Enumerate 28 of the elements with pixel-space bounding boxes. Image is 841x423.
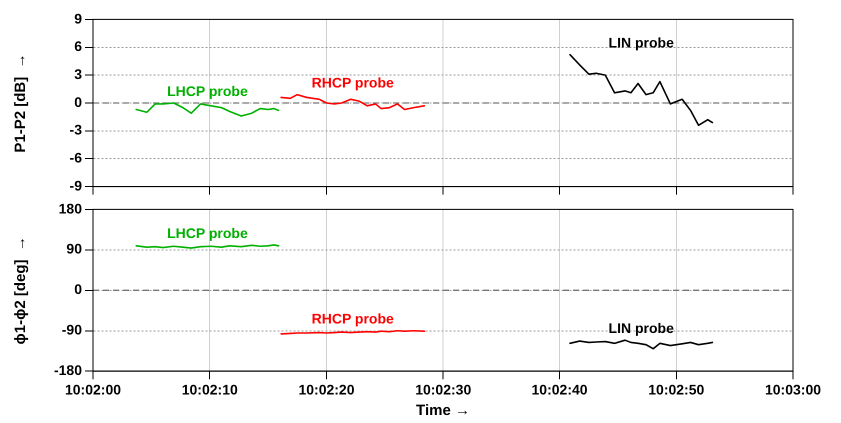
y-axis-title: ϕ1-ϕ2 [deg] → xyxy=(12,236,30,344)
y-tick-label: 6 xyxy=(74,38,82,54)
y-axis-title: P1-P2 [dB] → xyxy=(12,53,30,153)
series-label: LIN probe xyxy=(608,320,674,336)
y-tick-label: 180 xyxy=(58,200,82,216)
x-tick-label: 10:03:00 xyxy=(764,381,822,398)
y-tick-label: 0 xyxy=(74,281,82,298)
y-tick-label: 3 xyxy=(74,66,82,82)
x-tick-label: 10:02:10 xyxy=(182,381,238,398)
y-tick-label: -90 xyxy=(62,322,82,338)
y-tick-label: -180 xyxy=(54,362,82,378)
y-tick-label: 0 xyxy=(74,94,82,110)
x-tick-label: 10:02:30 xyxy=(415,381,472,398)
series-label: LIN probe xyxy=(608,34,674,51)
y-tick-label: 9 xyxy=(74,10,82,26)
x-axis-title: Time → xyxy=(416,402,470,420)
series-label: RHCP probe xyxy=(312,74,394,90)
series-label: LHCP probe xyxy=(167,224,248,241)
x-tick-label: 10:02:50 xyxy=(648,381,704,398)
y-tick-label: -9 xyxy=(70,177,82,194)
x-tick-label: 10:02:40 xyxy=(532,381,588,398)
series-label: RHCP probe xyxy=(312,310,394,327)
x-tick-label: 10:02:20 xyxy=(298,381,355,398)
y-tick-label: -6 xyxy=(70,150,82,166)
series-label: LHCP probe xyxy=(167,82,248,99)
x-tick-label: 10:02:00 xyxy=(64,381,122,398)
y-tick-label: -3 xyxy=(70,122,82,138)
y-tick-label: 90 xyxy=(66,240,82,257)
